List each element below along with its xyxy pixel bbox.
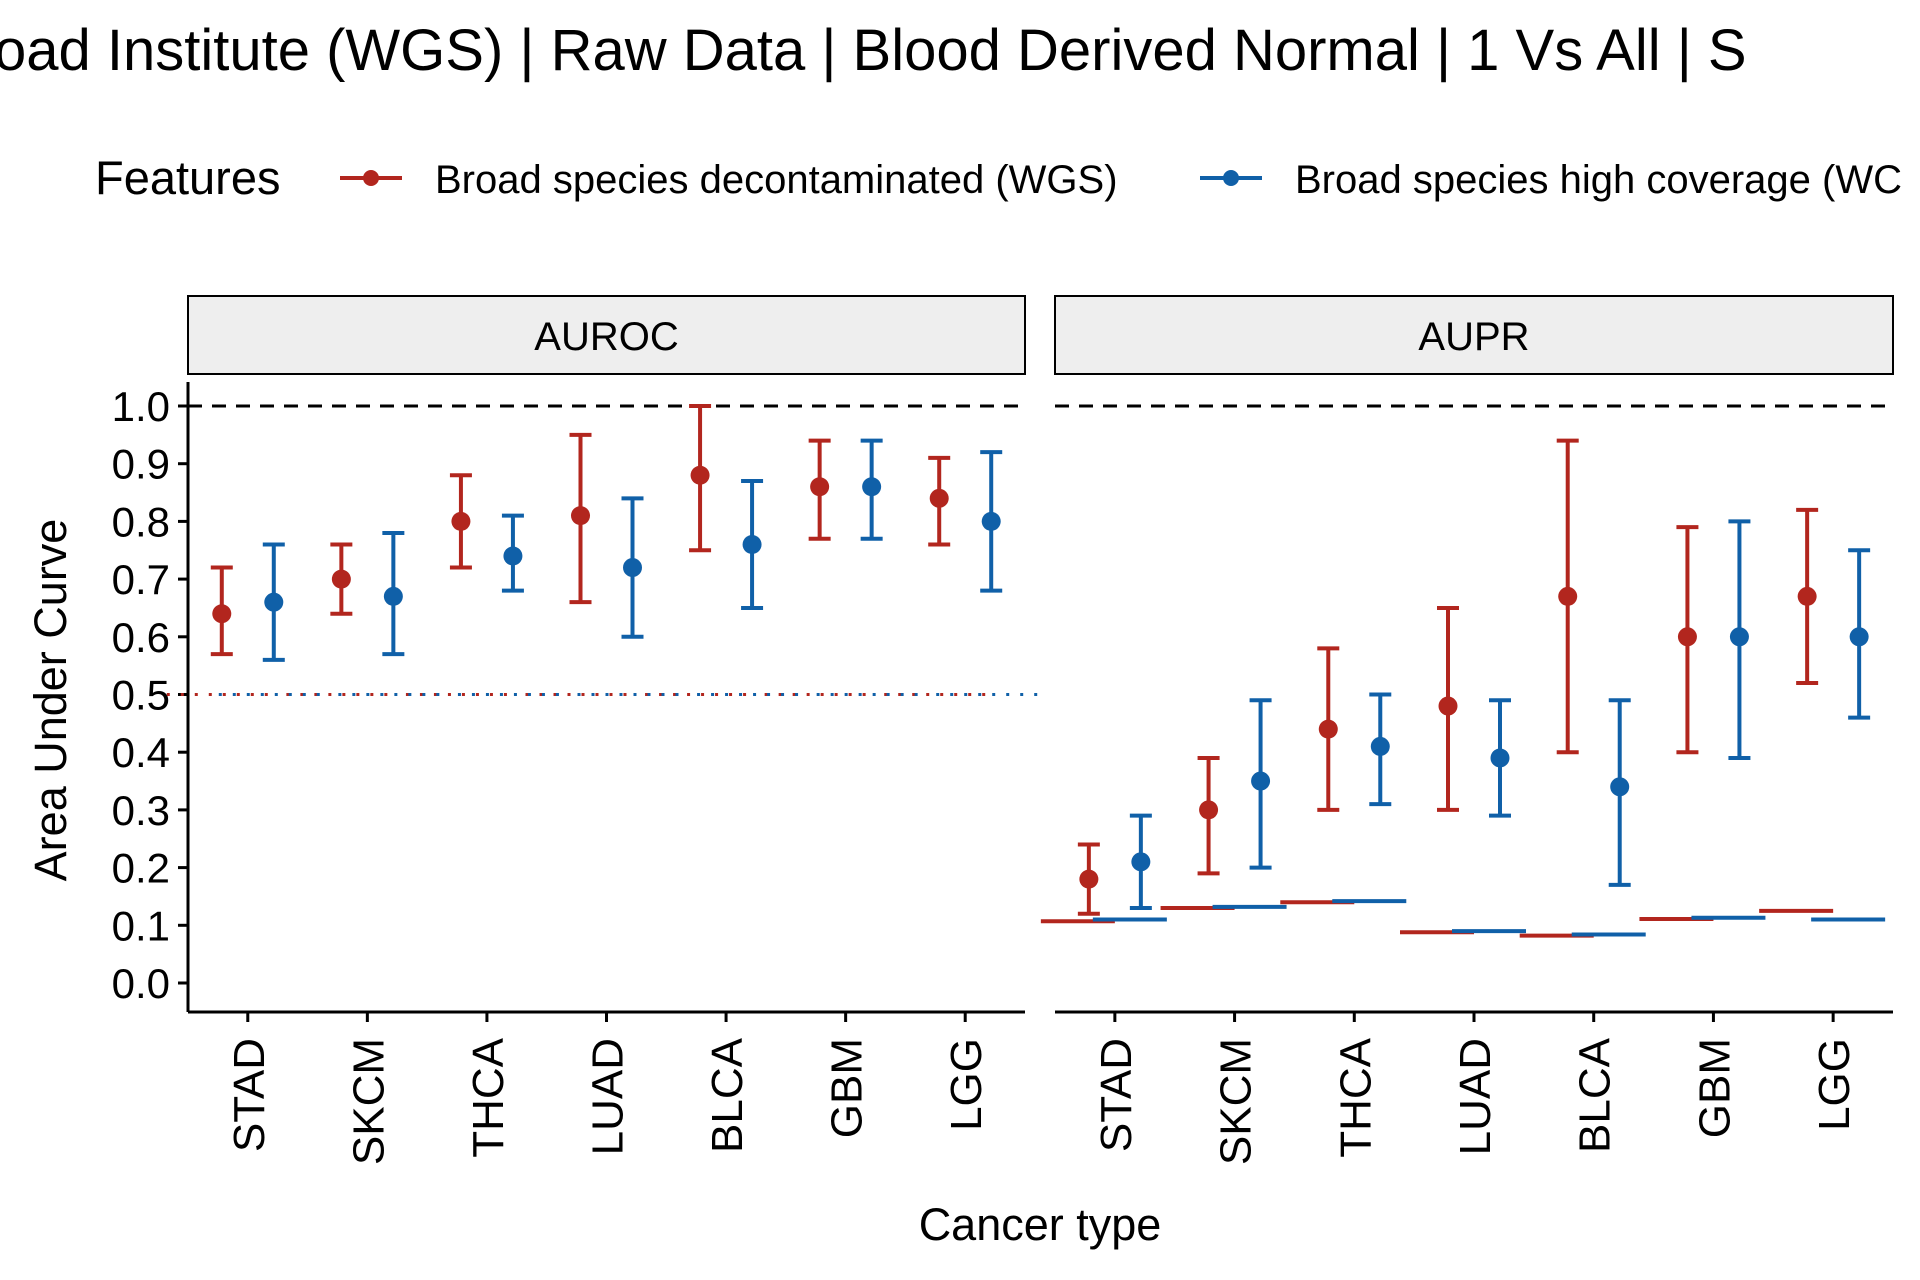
mean-point <box>862 477 882 497</box>
legend-entry-label: Broad species decontaminated (WGS) <box>435 158 1118 202</box>
mean-point <box>1079 869 1099 889</box>
mean-point <box>331 569 351 589</box>
mean-point <box>1251 771 1271 791</box>
mean-point <box>1558 586 1578 606</box>
mean-point <box>1677 627 1697 647</box>
x-tick-label: GBM <box>823 1038 872 1138</box>
y-tick-label: 0.2 <box>112 845 170 892</box>
mean-point <box>383 586 403 606</box>
series-1 <box>262 438 1003 662</box>
x-tick-label: SKCM <box>344 1038 393 1165</box>
chart-title: oad Institute (WGS) | Raw Data | Blood D… <box>0 18 1747 83</box>
facet-panel-aupr: AUPR STAD SKCM THCA LUAD BLCA GBM LGG <box>1040 295 1894 1165</box>
mean-point <box>1131 852 1151 872</box>
x-tick-label: BLCA <box>703 1037 752 1153</box>
legend-title: Features <box>95 151 280 204</box>
facet-strip <box>1054 295 1894 375</box>
mean-point <box>571 506 590 526</box>
mean-point <box>1370 736 1390 756</box>
facet-panel-auroc: AUROC 0.0 0.1 0.2 0.3 0.4 0.5 0.6 0.7 0.8 0.9 1.0 ST… <box>112 295 1047 1165</box>
x-tick-label: BLCA <box>1571 1037 1620 1153</box>
facet-strip-label: AUROC <box>534 315 678 359</box>
series-0 <box>210 404 951 657</box>
y-tick-label: 0.5 <box>112 672 170 719</box>
y-tick-label: 0.4 <box>112 729 170 776</box>
x-tick-label: LGG <box>942 1038 991 1131</box>
mean-point <box>690 465 710 485</box>
legend: Features Broad species decontaminated (W… <box>95 151 1902 204</box>
y-tick-label: 0.8 <box>112 498 170 545</box>
mean-point <box>1729 627 1749 647</box>
mean-point <box>929 488 949 508</box>
mean-point <box>1610 777 1630 797</box>
x-tick-label: THCA <box>1331 1037 1380 1157</box>
series-1 <box>1092 519 1886 937</box>
mean-point <box>1438 696 1458 716</box>
legend-swatch-point <box>363 170 379 186</box>
x-tick-label: GBM <box>1690 1038 1739 1138</box>
mean-point <box>810 477 830 497</box>
mean-point <box>623 558 642 578</box>
y-tick-label: 0.6 <box>112 614 170 661</box>
mean-point <box>742 534 762 554</box>
x-tick-label: LUAD <box>584 1038 633 1155</box>
facet-strip-label: AUPR <box>1418 315 1529 359</box>
mean-point <box>1318 719 1338 739</box>
x-tick-label: LUAD <box>1451 1038 1500 1155</box>
series-0 <box>1040 438 1834 938</box>
y-tick-label: 1.0 <box>112 383 170 430</box>
mean-point <box>1199 800 1219 820</box>
mean-point <box>264 592 284 612</box>
x-tick-label: SKCM <box>1212 1038 1261 1165</box>
mean-point <box>1797 586 1817 606</box>
x-axis-label: Cancer type <box>919 1199 1162 1250</box>
mean-point <box>981 511 1001 531</box>
legend-swatch-point <box>1223 170 1239 186</box>
mean-point <box>503 546 523 566</box>
y-tick-label: 0.0 <box>112 960 170 1007</box>
y-tick-label: 0.9 <box>112 441 170 488</box>
x-tick-label: LGG <box>1810 1038 1859 1131</box>
mean-point <box>1849 627 1869 647</box>
y-tick-label: 0.3 <box>112 787 170 834</box>
facet-strip <box>187 295 1026 375</box>
legend-entry-label: Broad species high coverage (WC <box>1295 158 1902 202</box>
mean-point <box>1490 748 1510 768</box>
y-tick-label: 0.1 <box>112 902 170 949</box>
x-tick-label: STAD <box>225 1038 274 1152</box>
y-axis-label: Area Under Curve <box>25 519 76 882</box>
y-tick-label: 0.7 <box>112 556 170 603</box>
mean-point <box>451 511 471 531</box>
mean-point <box>212 604 232 624</box>
x-tick-label: STAD <box>1092 1038 1141 1152</box>
x-tick-label: THCA <box>464 1037 513 1157</box>
